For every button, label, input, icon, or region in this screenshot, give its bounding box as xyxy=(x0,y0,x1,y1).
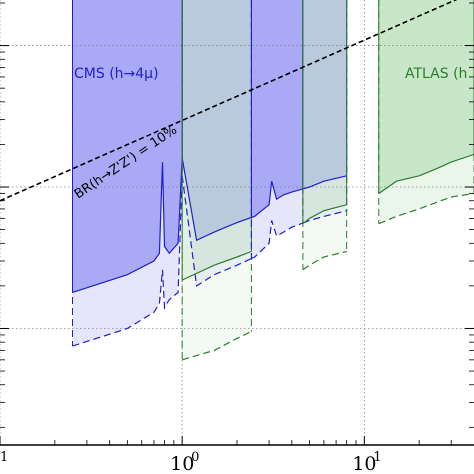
cms-observed-line-2 xyxy=(251,181,304,219)
atlas-expected-line-3 xyxy=(302,250,347,271)
cms-observed-line-0 xyxy=(72,158,183,293)
br-10-percent-line xyxy=(0,0,458,202)
grid-lines xyxy=(0,0,474,445)
cms-expected-band-0 xyxy=(72,158,183,347)
cms-label: CMS (h→4μ) xyxy=(74,66,159,82)
exclusion-bands xyxy=(72,0,474,360)
cms-expected-line-0 xyxy=(72,175,183,347)
cms-excluded-band-0 xyxy=(72,0,183,293)
atlas-expected-line-1 xyxy=(182,331,252,361)
atlas-observed-line-4 xyxy=(378,153,474,194)
atlas-expected-line-4 xyxy=(378,192,474,225)
atlas-expected-band-4 xyxy=(378,154,474,224)
x-tick-label-base-1: 10 xyxy=(170,453,194,474)
atlas-excluded-band-4 xyxy=(378,0,474,194)
atlas-observed-line-1 xyxy=(181,250,252,281)
atlas-excluded-band-1 xyxy=(182,0,252,280)
cms-expected-band-2 xyxy=(251,181,303,259)
cms-observed-line-1 xyxy=(181,157,252,242)
atlas-observed-line-3 xyxy=(302,204,347,225)
atlas-label: ATLAS (h xyxy=(405,66,467,82)
x-tick-label-exp-2: 1 xyxy=(373,450,381,465)
x-tick-label-exp-0: 1 xyxy=(0,450,8,465)
cms-expected-line-2 xyxy=(251,220,304,260)
atlas-excluded-band-3 xyxy=(302,0,347,224)
cms-observed-line-3 xyxy=(302,175,347,190)
cms-excluded-band-2 xyxy=(251,0,303,218)
x-tick-label-exp-1: 0 xyxy=(191,450,199,465)
atlas-expected-band-1 xyxy=(182,251,252,360)
limit-curves xyxy=(0,0,474,361)
x-tick-label-base-2: 10 xyxy=(352,453,376,474)
